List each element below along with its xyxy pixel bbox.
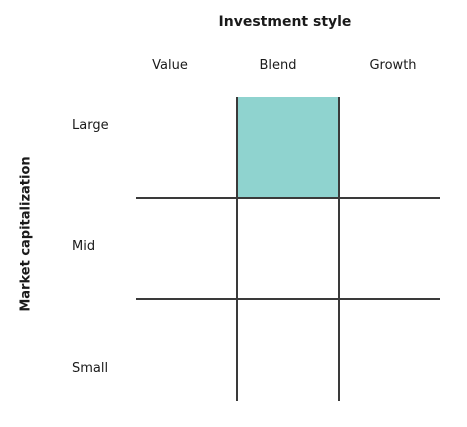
- column-label-growth: Growth: [369, 58, 417, 73]
- cell-large-blend: [237, 97, 339, 199]
- cell-small-value: [137, 300, 238, 401]
- cell-small-growth: [339, 300, 439, 401]
- row-label-mid: Mid: [72, 239, 96, 254]
- grid-line-vertical-1: [236, 97, 238, 401]
- grid-line-horizontal-1: [136, 197, 440, 199]
- cell-mid-blend: [237, 199, 339, 300]
- row-label-large: Large: [72, 118, 109, 133]
- cell-large-value: [137, 97, 238, 199]
- column-label-value: Value: [152, 58, 188, 73]
- grid-line-vertical-2: [338, 97, 340, 401]
- cell-mid-growth: [339, 199, 439, 300]
- cell-small-blend: [237, 300, 339, 401]
- chart-title: Investment style: [218, 14, 352, 30]
- row-label-small: Small: [72, 361, 109, 376]
- column-label-blend: Blend: [259, 58, 297, 73]
- y-axis-title: Market capitalization: [18, 156, 34, 312]
- cell-large-growth: [339, 97, 439, 199]
- grid-line-horizontal-2: [136, 298, 440, 300]
- cell-mid-value: [137, 199, 238, 300]
